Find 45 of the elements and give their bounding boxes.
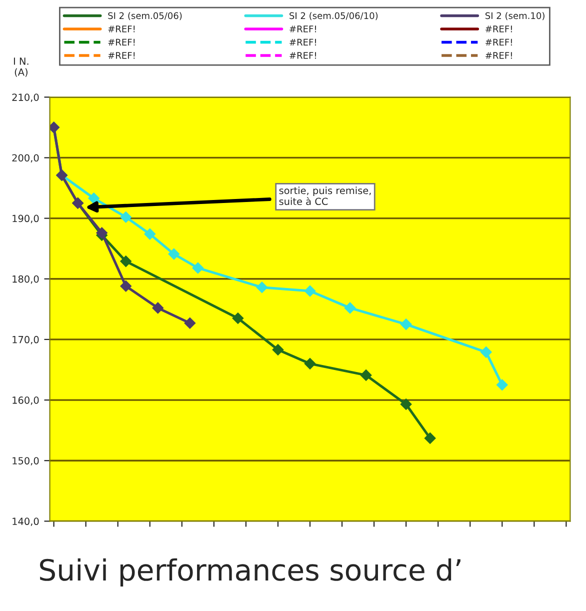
point (344, 302, 356, 314)
y-tick-label: 190,0 (12, 214, 39, 224)
point (424, 432, 436, 444)
point (232, 312, 244, 324)
y-tick-label: 150,0 (12, 457, 39, 466)
legend-label: #REF! (108, 26, 135, 32)
point (144, 228, 156, 240)
point (152, 302, 164, 314)
legend-label: #REF! (290, 52, 316, 59)
annotation: sortie, puis remise, suite à CC (279, 186, 371, 206)
point (88, 192, 100, 204)
point (120, 211, 132, 223)
text: Suivi performances source d’ (40, 558, 460, 587)
point (120, 256, 132, 267)
point (496, 379, 508, 390)
point (168, 248, 180, 260)
y-tick-label: 170,0 (12, 336, 39, 344)
point (304, 285, 316, 297)
legend-label: #REF! (486, 26, 512, 32)
legend-label: SI 2 (sem.10) (485, 12, 544, 20)
y-tick-label: 140,0 (12, 518, 39, 526)
y-tick-label: 200,0 (12, 154, 39, 163)
legend-label: #REF! (486, 38, 512, 46)
legend-label: #REF! (108, 52, 135, 59)
point (400, 318, 412, 330)
point (192, 262, 204, 274)
legend-label: SI 2 (sem.05/06) (108, 12, 182, 20)
point (184, 317, 196, 329)
y-tick-label: 180,0 (12, 275, 39, 284)
legend-label: #REF! (108, 38, 135, 46)
point (272, 344, 284, 356)
legend-label: SI 2 (sem.05/06/10) (290, 12, 378, 20)
point (120, 280, 132, 292)
point (96, 227, 108, 238)
point (256, 282, 268, 293)
point (400, 398, 412, 410)
y-tick-label: 160,0 (12, 396, 39, 405)
legend-label: #REF! (290, 38, 316, 46)
point (480, 346, 492, 358)
legend-label: #REF! (290, 26, 316, 32)
legend-label: #REF! (486, 52, 512, 59)
point (360, 370, 372, 381)
y-axis-title: I N. (A) (14, 58, 28, 77)
y-tick-label: 210,0 (12, 94, 39, 102)
point (304, 358, 316, 370)
